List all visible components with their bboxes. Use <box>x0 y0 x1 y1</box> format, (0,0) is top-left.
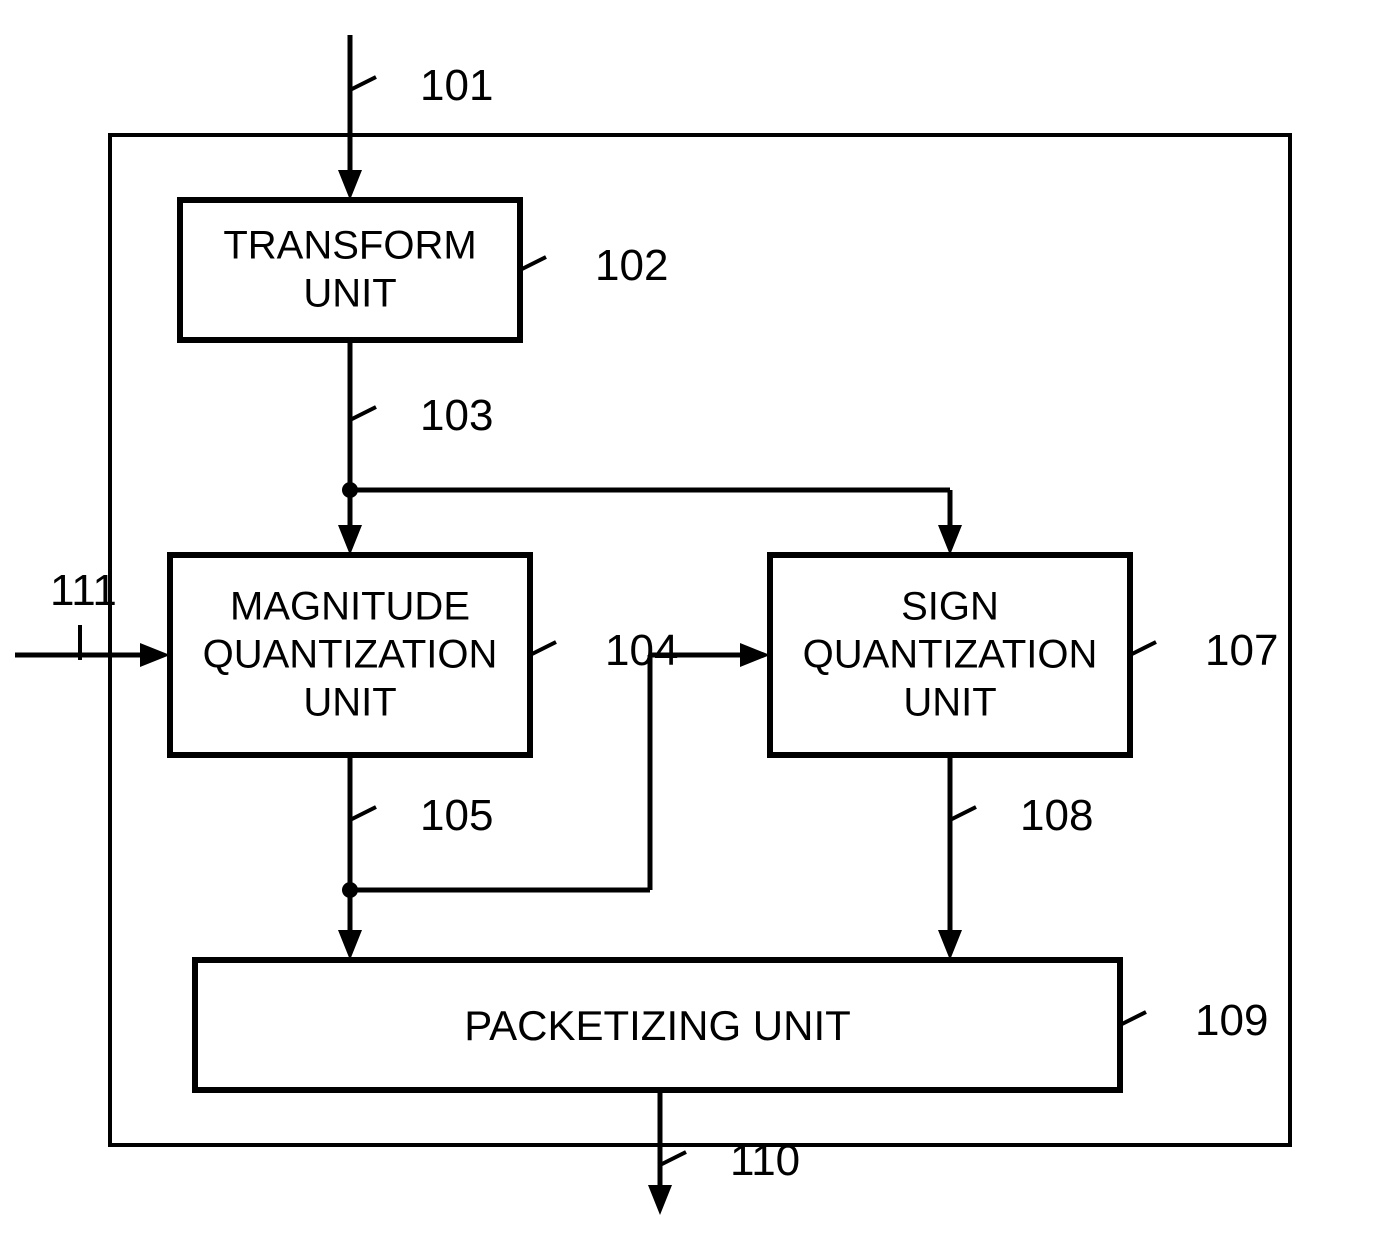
ref-111: 111 <box>50 566 117 660</box>
ref-101: 101 <box>350 61 493 110</box>
svg-text:102: 102 <box>595 241 668 290</box>
svg-text:110: 110 <box>730 1136 800 1185</box>
svg-text:111: 111 <box>50 566 117 615</box>
packetizing-unit-block: PACKETIZING UNIT <box>195 960 1120 1090</box>
svg-text:TRANSFORM: TRANSFORM <box>223 224 476 268</box>
svg-text:QUANTIZATION: QUANTIZATION <box>203 633 498 677</box>
svg-text:101: 101 <box>420 61 493 110</box>
svg-text:108: 108 <box>1020 791 1093 840</box>
svg-text:104: 104 <box>605 626 678 675</box>
svg-text:103: 103 <box>420 391 493 440</box>
transform-unit-block: TRANSFORM UNIT <box>180 200 520 340</box>
svg-text:SIGN: SIGN <box>901 585 999 629</box>
svg-text:105: 105 <box>420 791 493 840</box>
svg-text:QUANTIZATION: QUANTIZATION <box>803 633 1098 677</box>
svg-text:UNIT: UNIT <box>303 681 396 725</box>
svg-text:PACKETIZING UNIT: PACKETIZING UNIT <box>464 1002 851 1049</box>
diagram-canvas: TRANSFORM UNIT MAGNITUDE QUANTIZATION UN… <box>0 0 1399 1244</box>
svg-text:UNIT: UNIT <box>303 272 396 316</box>
svg-text:109: 109 <box>1195 996 1268 1045</box>
svg-text:MAGNITUDE: MAGNITUDE <box>230 585 470 629</box>
svg-text:UNIT: UNIT <box>903 681 996 725</box>
magnitude-quantization-unit-block: MAGNITUDE QUANTIZATION UNIT <box>170 555 530 755</box>
svg-text:107: 107 <box>1205 626 1278 675</box>
sign-quantization-unit-block: SIGN QUANTIZATION UNIT <box>770 555 1130 755</box>
